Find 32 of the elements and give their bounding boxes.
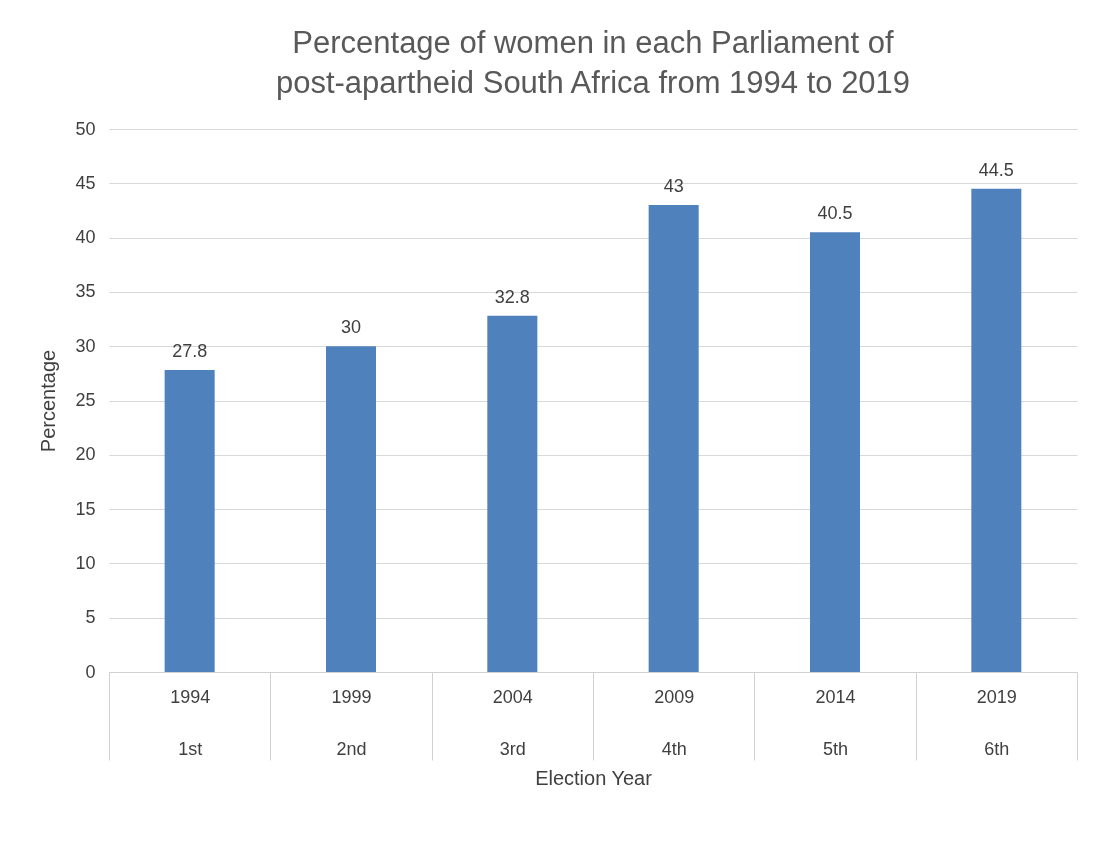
category-label: 2009 4th [654,686,695,759]
bar [809,232,861,672]
category-label: 2014 5th [815,686,856,759]
y-tick-label: 25 [75,390,96,410]
bar [648,205,699,672]
bar [971,188,1022,672]
data-label: 30 [340,317,362,338]
y-tick-label: 0 [85,661,96,682]
y-axis-title: Percentage [37,349,60,453]
y-tick-label: 5 [85,607,96,628]
category-label: 1999 2nd [331,686,372,759]
data-label: 44.5 [978,159,1014,180]
y-tick-label: 30 [75,335,96,356]
data-label: 40.5 [817,203,853,224]
y-tick-label: 10 [75,552,96,573]
y-tick-label: 50 [75,118,96,139]
bar [325,346,377,672]
y-tick-label: 20 [75,444,96,465]
category-label: 2004 3rd [492,686,533,759]
y-tick-label: 35 [75,281,96,302]
data-label: 32.8 [494,286,530,307]
data-label: 43 [663,176,684,197]
bar [164,370,215,672]
y-tick-label: 40 [75,227,96,248]
bar [487,315,538,672]
chart-title: Percentage of women in each Parliament of post-apartheid South Africa from 1994 to 2019 [275,25,911,100]
category-label: 1994 1st [170,686,211,759]
data-label: 27.8 [172,341,208,362]
y-tick-label: 15 [75,498,96,519]
category-label: 2019 6th [976,686,1017,759]
x-axis-title: Election Year [535,767,653,789]
y-tick-label: 45 [75,172,96,193]
